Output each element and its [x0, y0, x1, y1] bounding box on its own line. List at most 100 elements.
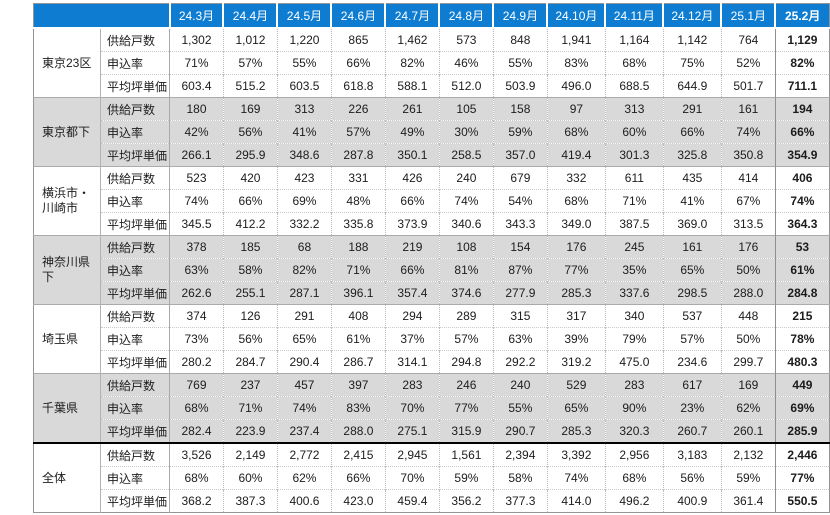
value-cell: 126 [222, 304, 278, 328]
value-cell: 1,561 [438, 442, 494, 467]
value-cell: 377.3 [492, 489, 548, 513]
value-cell: 2,394 [492, 442, 548, 467]
value-cell: 501.7 [720, 74, 776, 98]
value-cell: 66% [384, 258, 440, 282]
value-cell: 59% [438, 466, 494, 490]
month-header: 24.7月 [384, 3, 440, 29]
value-cell: 161 [720, 97, 776, 121]
value-cell: 240 [492, 373, 548, 397]
value-cell: 373.9 [384, 212, 440, 236]
value-cell: 77% [438, 396, 494, 420]
value-cell: 180 [169, 97, 224, 121]
value-cell: 71% [222, 396, 278, 420]
value-cell: 331 [330, 166, 386, 190]
metric-label: 申込率 [99, 396, 170, 420]
value-cell: 457 [276, 373, 332, 397]
value-cell: 865 [330, 27, 386, 52]
value-cell: 286.7 [330, 350, 386, 374]
value-cell: 56% [222, 327, 278, 351]
value-cell: 62% [720, 396, 776, 420]
region-label: 全体 [33, 442, 101, 513]
value-cell: 245 [604, 235, 664, 259]
value-cell: 325.8 [662, 143, 722, 167]
value-cell: 260.7 [662, 419, 722, 443]
value-cell: 68% [546, 120, 606, 144]
value-cell: 420 [222, 166, 278, 190]
table-body: 東京23区 供給戸数 1,302 1,012 1,220 865 1,462 573 848 1,… [33, 27, 830, 513]
region-label: 東京都下 [33, 97, 101, 167]
table-row: 平均坪単価 262.6 255.1 287.1 396.1 357.4 374.6 277.9… [34, 281, 830, 305]
value-cell: 66% [330, 51, 386, 75]
value-cell: 340 [604, 304, 664, 328]
metric-label: 申込率 [99, 466, 170, 490]
value-cell: 288.0 [330, 419, 386, 443]
value-cell: 448 [720, 304, 776, 328]
value-cell: 2,956 [604, 442, 664, 467]
value-cell: 291 [662, 97, 722, 121]
value-cell: 90% [604, 396, 664, 420]
value-cell: 348.6 [276, 143, 332, 167]
table-row: 平均坪単価 368.2 387.3 400.6 423.0 459.4 356.2 377.3… [34, 489, 830, 513]
value-cell: 1,164 [604, 27, 664, 52]
value-cell: 400.6 [276, 489, 332, 513]
value-cell: 74% [438, 189, 494, 213]
value-cell: 449 [774, 373, 830, 397]
value-cell: 459.4 [384, 489, 440, 513]
value-cell: 423.0 [330, 489, 386, 513]
value-cell: 357.4 [384, 281, 440, 305]
metric-label: 平均坪単価 [99, 350, 170, 374]
value-cell: 65% [662, 258, 722, 282]
value-cell: 78% [774, 327, 830, 351]
value-cell: 53 [774, 235, 830, 259]
month-header: 24.3月 [168, 3, 224, 29]
value-cell: 55% [492, 396, 548, 420]
value-cell: 313.5 [720, 212, 776, 236]
value-cell: 503.9 [492, 74, 548, 98]
value-cell: 292.2 [492, 350, 548, 374]
value-cell: 408 [330, 304, 386, 328]
table-row: 申込率 74% 66% 69% 48% 66% 74% 54% 68% 71% 41% 67% 74% [34, 189, 830, 213]
value-cell: 56% [662, 466, 722, 490]
value-cell: 226 [330, 97, 386, 121]
value-cell: 59% [492, 120, 548, 144]
value-cell: 515.2 [222, 74, 278, 98]
value-cell: 79% [604, 327, 664, 351]
value-cell: 295.9 [222, 143, 278, 167]
value-cell: 284.7 [222, 350, 278, 374]
corner-cell [33, 3, 170, 29]
value-cell: 688.5 [604, 74, 664, 98]
value-cell: 611 [604, 166, 664, 190]
value-cell: 332 [546, 166, 606, 190]
value-cell: 48% [330, 189, 386, 213]
value-cell: 285.3 [546, 419, 606, 443]
value-cell: 283 [604, 373, 664, 397]
value-cell: 397 [330, 373, 386, 397]
value-cell: 290.4 [276, 350, 332, 374]
value-cell: 46% [438, 51, 494, 75]
table-row: 平均坪単価 345.5 412.2 332.2 335.8 373.9 340.6 343.3… [34, 212, 830, 236]
value-cell: 66% [774, 120, 830, 144]
value-cell: 169 [720, 373, 776, 397]
value-cell: 287.8 [330, 143, 386, 167]
value-cell: 74% [774, 189, 830, 213]
value-cell: 68% [604, 51, 664, 75]
value-cell: 313 [276, 97, 332, 121]
metric-label: 申込率 [99, 51, 170, 75]
value-cell: 356.2 [438, 489, 494, 513]
value-cell: 23% [662, 396, 722, 420]
metric-label: 平均坪単価 [99, 281, 170, 305]
table-row: 横浜市・川崎市 供給戸数 523 420 423 331 426 240 679 332 611 43… [33, 166, 830, 236]
value-cell: 301.3 [604, 143, 664, 167]
value-cell: 357.0 [492, 143, 548, 167]
value-cell: 769 [169, 373, 224, 397]
value-cell: 82% [276, 258, 332, 282]
value-cell: 475.0 [604, 350, 664, 374]
value-cell: 66% [222, 189, 278, 213]
value-cell: 56% [222, 120, 278, 144]
value-cell: 396.1 [330, 281, 386, 305]
metric-label: 供給戸数 [99, 27, 170, 52]
value-cell: 711.1 [774, 74, 830, 98]
value-cell: 77% [546, 258, 606, 282]
metric-label: 供給戸数 [99, 373, 170, 397]
